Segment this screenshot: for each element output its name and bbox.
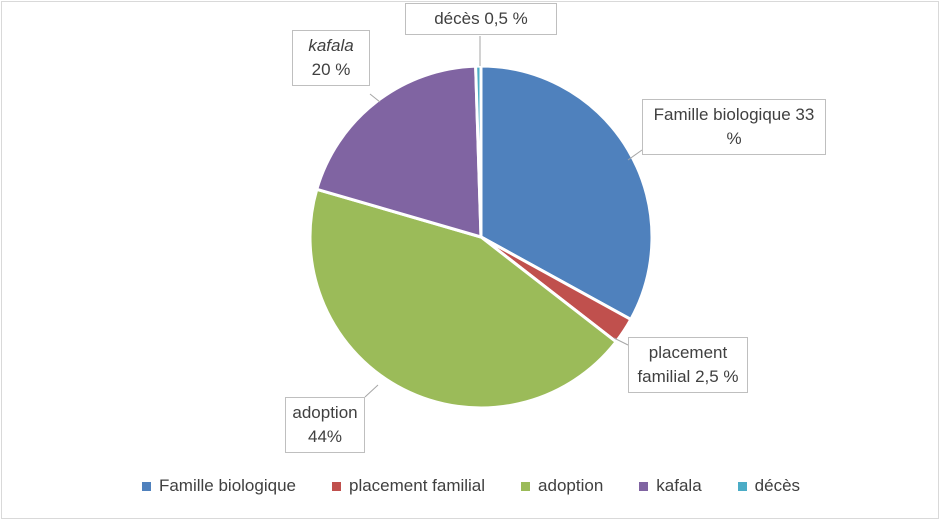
legend-item: décès [737,476,801,496]
label-category: placement familial [637,343,728,386]
legend-label: kafala [656,476,702,495]
legend-swatch [331,481,341,491]
label-value: 2,5 % [695,367,739,386]
label-value: 33 % [726,105,815,148]
pie-slice [308,187,618,410]
label-category: décès [434,9,480,28]
data-label: décès 0,5 % [405,3,557,35]
label-value: 0,5 % [484,9,528,28]
label-category: adoption [292,403,358,422]
legend-swatch [639,481,649,491]
legend-label: adoption [538,476,604,495]
data-label: adoption 44% [285,397,365,453]
legend-item: placement familial [331,476,486,496]
legend-swatch [737,481,747,491]
pie-slice [479,64,654,321]
legend-swatch [141,481,151,491]
legend-label: décès [754,476,801,495]
data-label: kafala 20 % [292,30,370,86]
leader-line [369,93,381,103]
label-value: 44% [307,427,343,446]
legend-item: adoption [521,476,603,496]
legend-item: Famille biologique [141,476,296,496]
leader-line [613,337,629,346]
legend-label: Famille biologique [158,476,296,495]
data-label: placement familial 2,5 % [628,337,748,393]
pie-slice [315,64,483,239]
label-category: Famille biologique [653,105,791,124]
legend: Famille biologique placement familial adop… [0,476,942,496]
data-label: Famille biologique 33 % [642,99,826,155]
leader-line [364,384,379,398]
legend-swatch [521,481,531,491]
legend-label: placement familial [348,476,486,495]
leader-line [627,149,643,161]
label-category: kafala [308,36,354,55]
legend-item: kafala [639,476,702,496]
label-value: 20 % [311,60,351,79]
pie-slice [474,64,483,239]
